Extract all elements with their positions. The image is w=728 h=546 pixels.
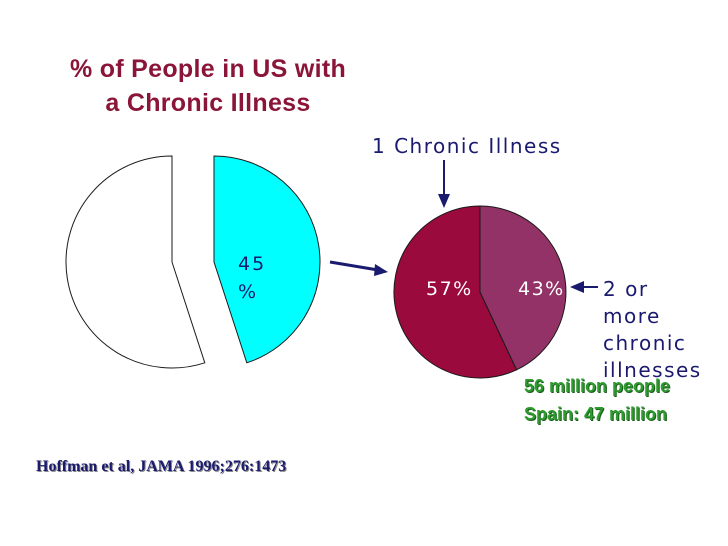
callout-multi-line-4: illnesses (603, 358, 702, 382)
callout-multi-line-1: 2 or (603, 277, 649, 301)
right-slice-label-57: 57% (426, 278, 473, 300)
left-slice-label-line-2: % (238, 281, 259, 303)
right-slice-label-43: 43% (518, 278, 565, 300)
connector-arrow-line (329, 260, 379, 272)
left-slice-label: 45 % (238, 250, 268, 306)
title-line-1: % of People in US with (69, 55, 347, 83)
title-line-2: a Chronic Illness (105, 89, 311, 117)
right-pie-slice-43 (479, 205, 567, 371)
green-note-line-1: 56 million people (524, 376, 671, 396)
reference-citation: Hoffman et al, JAMA 1996;276:1473 (36, 458, 287, 475)
callout-arrow-top-head (438, 194, 450, 208)
callout-arrow-right-head (570, 281, 584, 293)
green-note-line-2: Spain: 47 million (524, 404, 668, 424)
callout-multi-line-2: more (603, 304, 661, 328)
callout-multi-line-3: chronic (603, 331, 687, 355)
callout-multi-illness: 2 or more chronic illnesses (603, 276, 723, 384)
left-slice-label-line-1: 45 (238, 253, 267, 275)
right-pie-slice-57 (393, 205, 518, 379)
left-pie-slice-45 (213, 155, 321, 364)
connector-arrow-head (374, 264, 388, 276)
left-pie-slice-rest (65, 155, 206, 369)
chart-title: % of People in US with a Chronic Illness (28, 52, 388, 120)
callout-one-illness: 1 Chronic Illness (372, 134, 562, 158)
